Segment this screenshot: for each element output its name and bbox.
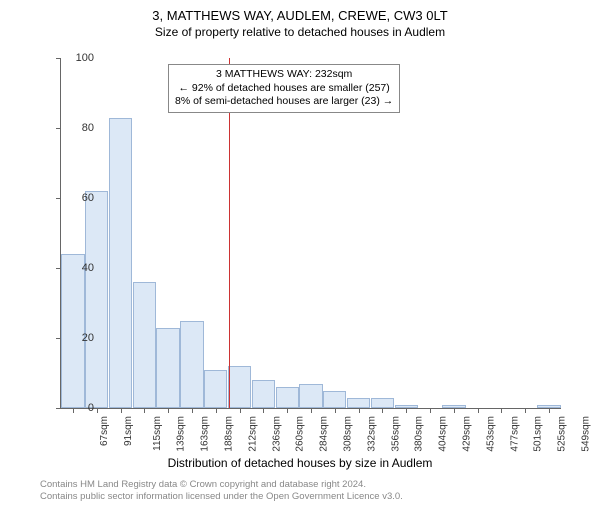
xtick-mark <box>73 408 74 413</box>
xtick-label: 284sqm <box>319 416 330 452</box>
ytick-label: 60 <box>82 192 94 204</box>
xtick-label: 91sqm <box>123 416 134 446</box>
histogram-bar <box>109 118 132 409</box>
xtick-label: 332sqm <box>366 416 377 452</box>
ytick-label: 80 <box>82 122 94 134</box>
xtick-label: 404sqm <box>438 416 449 452</box>
xtick-label: 212sqm <box>247 416 258 452</box>
xtick-mark <box>144 408 145 413</box>
ytick-label: 40 <box>82 262 94 274</box>
histogram-bar <box>61 254 84 408</box>
xtick-mark <box>263 408 264 413</box>
xtick-mark <box>501 408 502 413</box>
xtick-mark <box>240 408 241 413</box>
histogram-bar <box>156 328 179 409</box>
xtick-mark <box>216 408 217 413</box>
ytick-label: 0 <box>88 402 94 414</box>
info-box: 3 MATTHEWS WAY: 232sqm← 92% of detached … <box>168 64 400 113</box>
histogram-bar <box>276 387 299 408</box>
ytick-mark <box>56 408 61 409</box>
xtick-label: 453sqm <box>485 416 496 452</box>
xtick-mark <box>335 408 336 413</box>
ytick-mark <box>56 58 61 59</box>
xtick-mark <box>549 408 550 413</box>
x-axis-label: Distribution of detached houses by size … <box>0 456 600 470</box>
xtick-label: 139sqm <box>176 416 187 452</box>
histogram-bar <box>204 370 227 409</box>
histogram-bar <box>133 282 156 408</box>
xtick-label: 188sqm <box>224 416 235 452</box>
xtick-label: 501sqm <box>533 416 544 452</box>
xtick-label: 163sqm <box>200 416 211 452</box>
histogram-bar <box>180 321 203 409</box>
xtick-mark <box>478 408 479 413</box>
xtick-label: 380sqm <box>414 416 425 452</box>
xtick-label: 525sqm <box>557 416 568 452</box>
xtick-mark <box>359 408 360 413</box>
chart-title: 3, MATTHEWS WAY, AUDLEM, CREWE, CW3 0LT <box>0 8 600 23</box>
xtick-mark <box>287 408 288 413</box>
xtick-mark <box>382 408 383 413</box>
histogram-bar <box>323 391 346 409</box>
histogram-bar <box>347 398 370 409</box>
ytick-mark <box>56 128 61 129</box>
xtick-label: 477sqm <box>509 416 520 452</box>
xtick-mark <box>406 408 407 413</box>
infobox-line: 8% of semi-detached houses are larger (2… <box>175 95 393 109</box>
xtick-mark <box>192 408 193 413</box>
xtick-mark <box>168 408 169 413</box>
xtick-label: 429sqm <box>462 416 473 452</box>
histogram-bar <box>228 366 251 408</box>
histogram-bar <box>252 380 275 408</box>
xtick-label: 356sqm <box>390 416 401 452</box>
xtick-label: 260sqm <box>295 416 306 452</box>
footnote-line: Contains public sector information licen… <box>40 491 403 502</box>
xtick-label: 236sqm <box>271 416 282 452</box>
infobox-line: 3 MATTHEWS WAY: 232sqm <box>175 68 393 82</box>
chart-subtitle: Size of property relative to detached ho… <box>0 25 600 39</box>
footnote-line: Contains HM Land Registry data © Crown c… <box>40 479 403 490</box>
histogram-bar <box>299 384 322 409</box>
xtick-mark <box>454 408 455 413</box>
xtick-mark <box>97 408 98 413</box>
xtick-label: 549sqm <box>581 416 592 452</box>
xtick-mark <box>311 408 312 413</box>
xtick-mark <box>430 408 431 413</box>
xtick-label: 115sqm <box>151 416 162 451</box>
ytick-label: 20 <box>82 332 94 344</box>
histogram-bar <box>85 191 108 408</box>
xtick-mark <box>525 408 526 413</box>
xtick-label: 308sqm <box>343 416 354 452</box>
footnote: Contains HM Land Registry data © Crown c… <box>40 479 403 502</box>
ytick-label: 100 <box>76 52 94 64</box>
histogram-bar <box>371 398 394 409</box>
xtick-label: 67sqm <box>99 416 110 446</box>
ytick-mark <box>56 198 61 199</box>
infobox-line: ← 92% of detached houses are smaller (25… <box>175 82 393 96</box>
xtick-mark <box>121 408 122 413</box>
